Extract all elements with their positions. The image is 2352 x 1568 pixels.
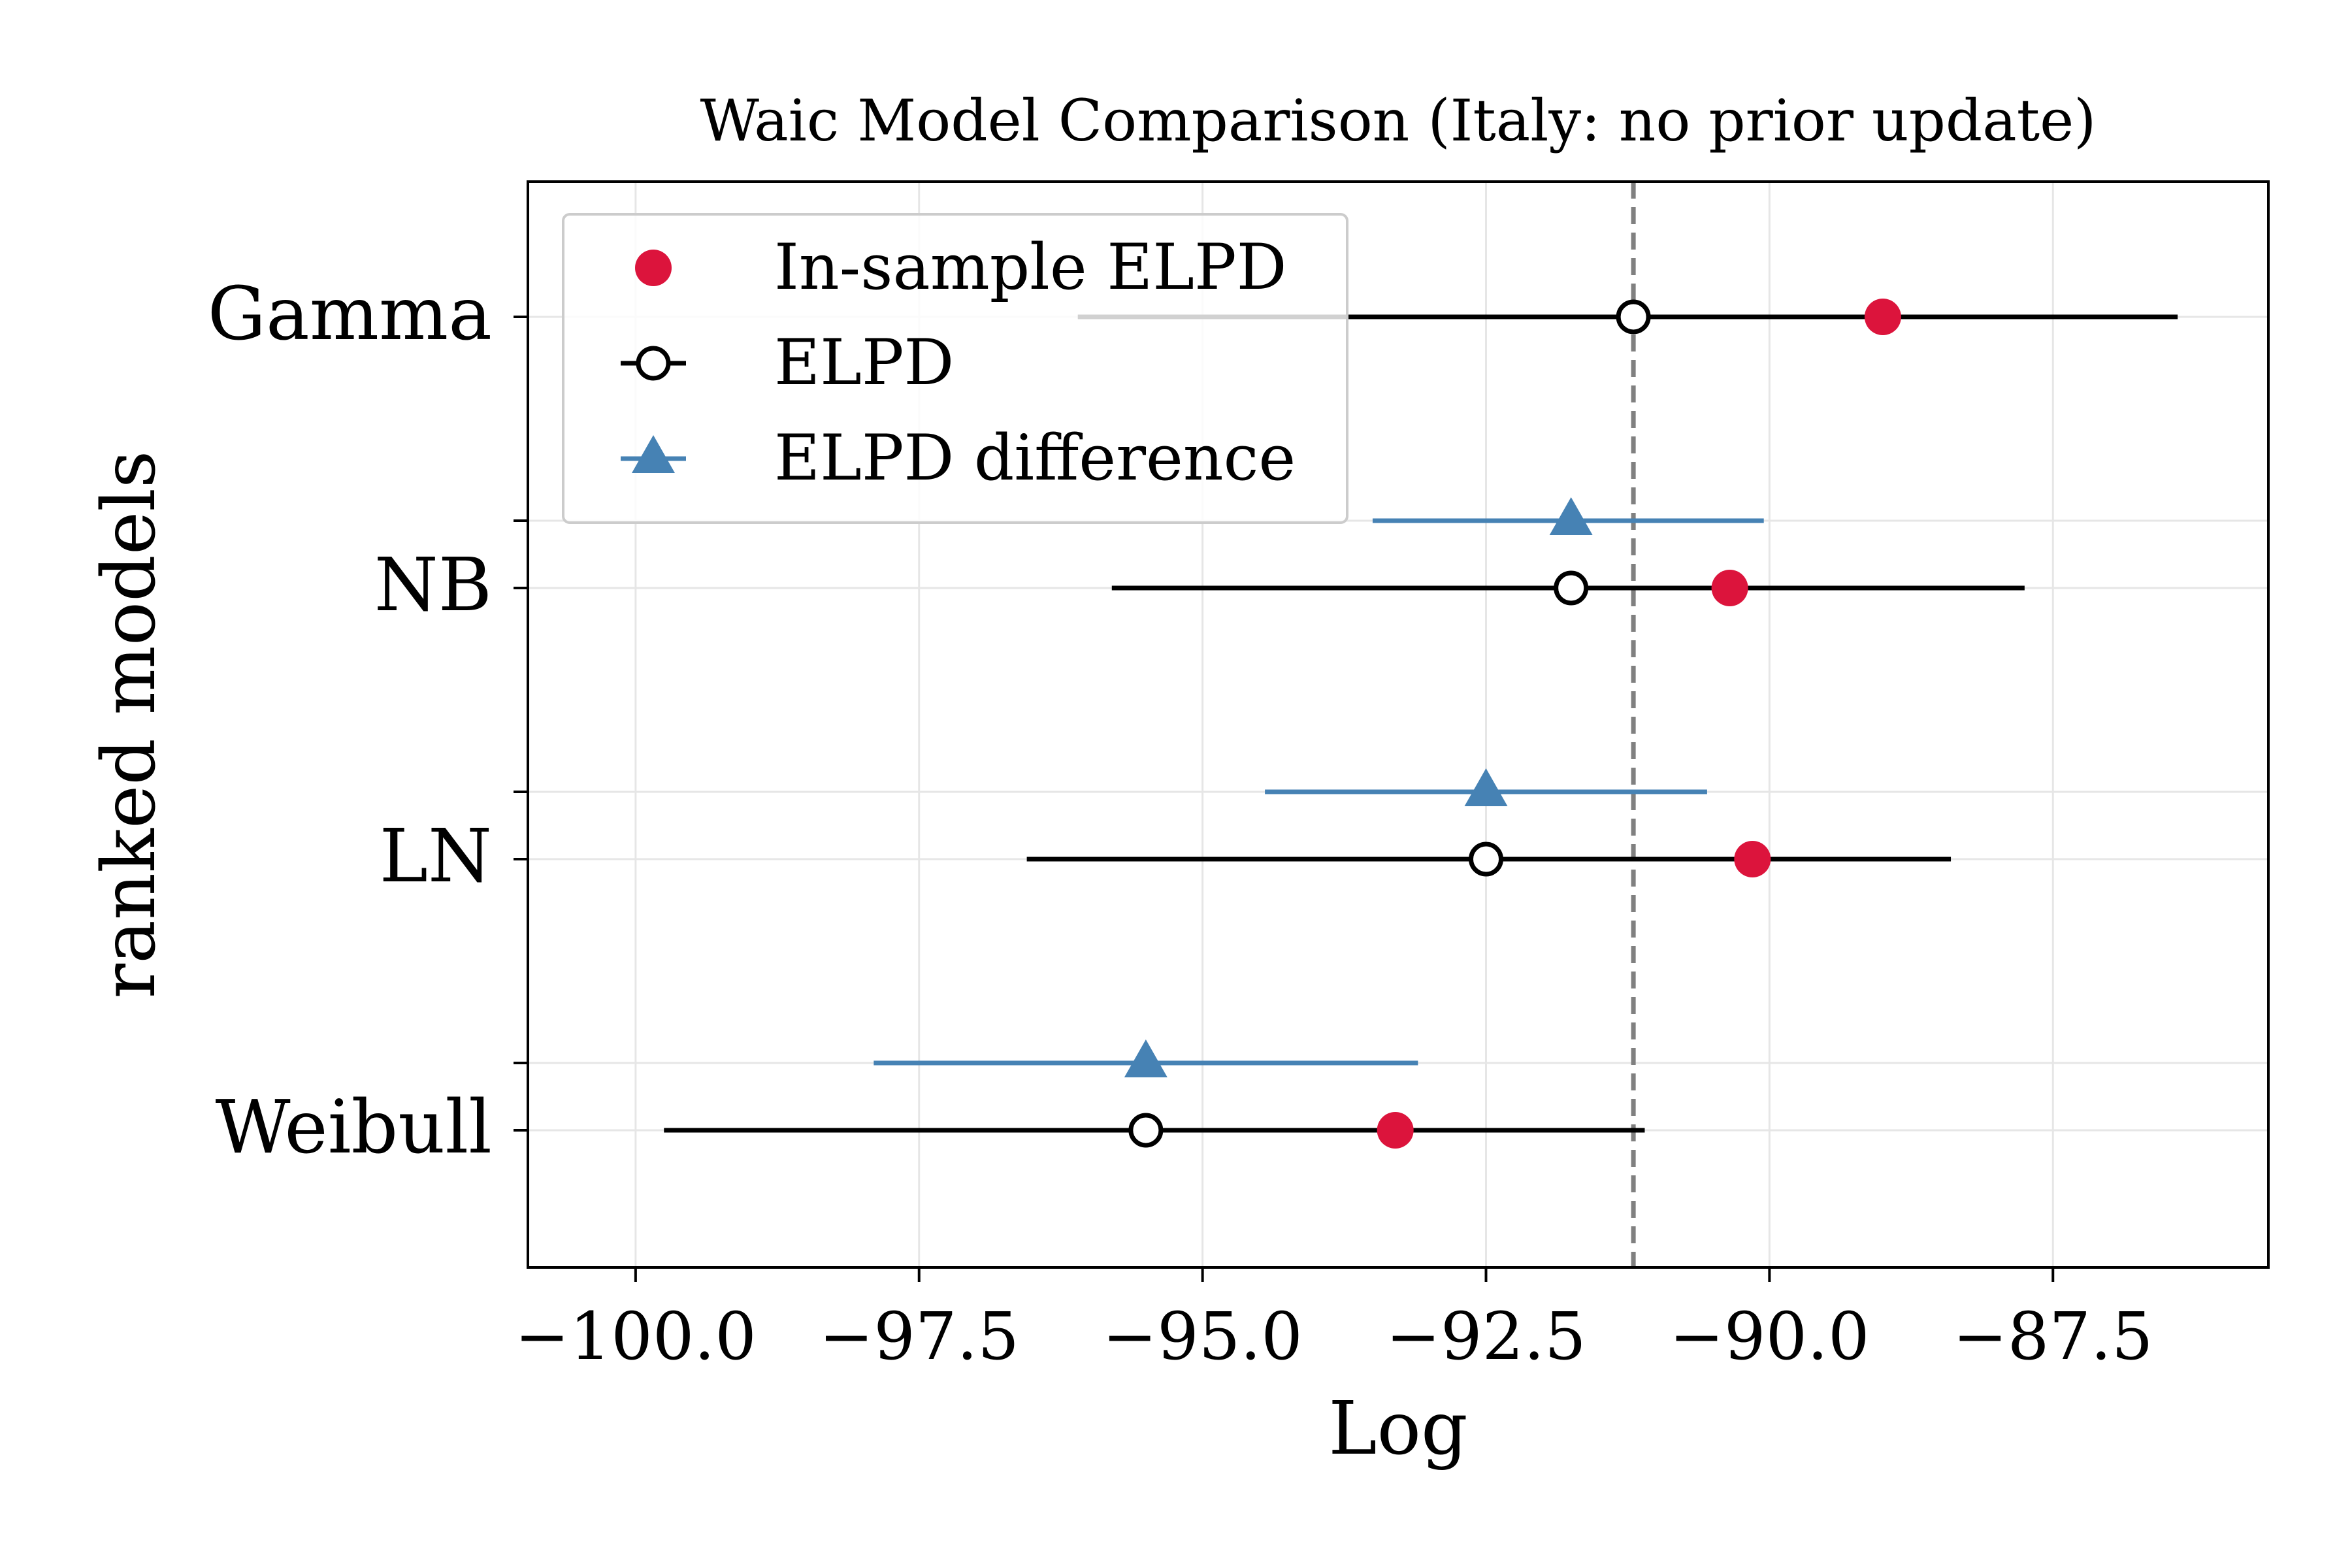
legend-label: ELPD — [774, 326, 954, 399]
x-axis-label: Log — [1328, 1386, 1468, 1471]
elpd-point — [1554, 570, 1589, 606]
elpd-point — [1616, 299, 1651, 335]
plot-frame — [527, 180, 2270, 1269]
x-axis-ticks: −100.0 −97.5 −95.0 −92.5 −90.0 −87.5 — [515, 1267, 2153, 1375]
elpd-point — [1128, 1113, 1164, 1148]
legend-marker-in-sample — [635, 250, 672, 286]
y-axis-ticks: Gamma NB LN Weibull — [208, 272, 528, 1170]
x-tick-label: −95.0 — [1102, 1298, 1302, 1375]
in-sample-elpd-point — [1711, 570, 1748, 606]
elpd-difference-marker — [1464, 768, 1508, 806]
legend-marker-difference — [632, 435, 675, 473]
legend-marker-elpd — [636, 346, 671, 381]
x-tick-label: −92.5 — [1386, 1298, 1586, 1375]
elpd-point — [1469, 841, 1504, 877]
y-tick-label: NB — [374, 543, 492, 628]
elpd-difference-marker — [1549, 497, 1593, 535]
elpd-difference-marker — [1124, 1039, 1168, 1077]
x-tick-label: −97.5 — [819, 1298, 1019, 1375]
legend-label: ELPD difference — [774, 421, 1296, 495]
in-sample-elpd-point — [1734, 841, 1771, 877]
x-tick-label: −90.0 — [1669, 1298, 1869, 1375]
y-axis-label: ranked models — [87, 451, 172, 999]
legend-label: In-sample ELPD — [774, 231, 1287, 304]
legend: In-sample ELPD ELPD ELPD difference — [562, 213, 1348, 524]
in-sample-elpd-point — [1377, 1112, 1414, 1149]
series-group — [664, 299, 2178, 1149]
legend-box — [562, 213, 1348, 524]
chart-title: Waic Model Comparison (Italy: no prior u… — [700, 87, 2096, 154]
x-tick-label: −100.0 — [515, 1298, 757, 1375]
y-tick-label: Gamma — [208, 272, 492, 357]
x-tick-label: −87.5 — [1953, 1298, 2153, 1375]
in-sample-elpd-point — [1864, 299, 1901, 335]
y-tick-label: LN — [380, 814, 492, 899]
y-tick-label: Weibull — [215, 1085, 492, 1170]
